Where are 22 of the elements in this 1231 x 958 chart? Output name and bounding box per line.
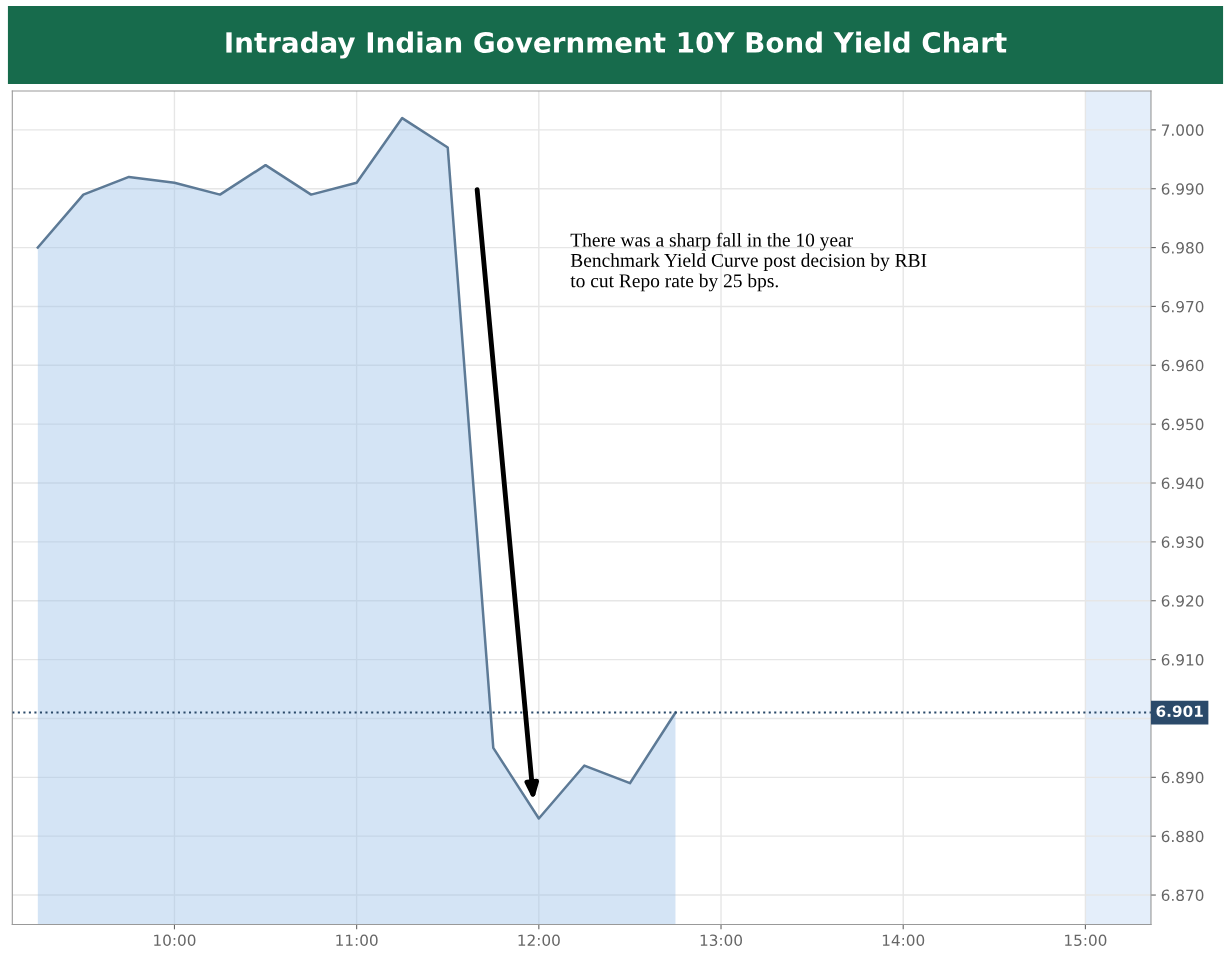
y-tick-label: 6.940 [1161,477,1204,490]
x-tick-label: 14:00 [882,934,925,947]
y-tick-label: 6.980 [1161,242,1204,254]
y-tick-label: 6.990 [1161,183,1204,195]
y-tick-label: 6.920 [1161,595,1204,607]
y-tick-label: 6.870 [1161,889,1204,902]
annotation: There was a sharp fall in the 10 year Benchmark Yield Curve post decision by RBI to cut Repo rate by 25 bps. [570,232,927,292]
y-tick-label: 6.950 [1161,418,1204,431]
y-tick-label: 6.880 [1161,830,1204,843]
y-tick-label: 6.960 [1161,359,1204,372]
x-tick-label: 10:00 [154,934,196,947]
x-tick-label: 11:00 [336,934,378,947]
ref-line-label: 6.901 [1156,705,1203,718]
y-tick-label: 6.910 [1161,654,1204,666]
chart-title: Intraday Indian Government 10Y Bond Yield Chart [226,31,1007,59]
y-tick-label: 7.000 [1161,124,1204,136]
y-tick-label: 6.970 [1161,300,1204,313]
x-tick-label: 13:00 [700,934,743,947]
x-tick-label: 15:00 [1065,934,1107,947]
y-tick-label: 6.890 [1161,771,1204,784]
y-tick-label: 6.930 [1161,536,1204,548]
x-tick-label: 12:00 [518,934,560,947]
